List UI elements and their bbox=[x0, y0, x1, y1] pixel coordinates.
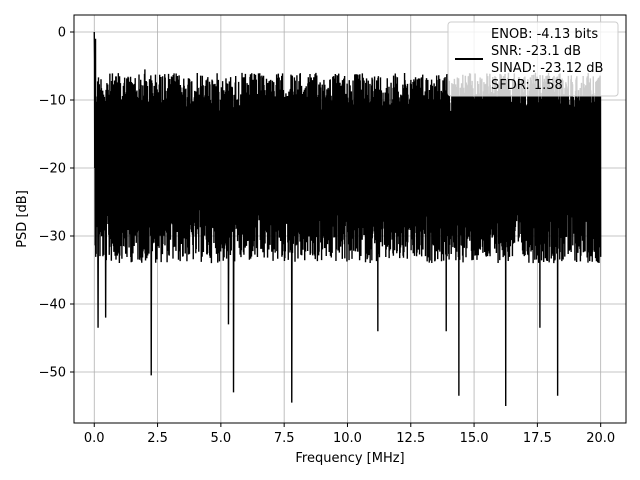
legend-entry-sfdr: SFDR: 1.58 bbox=[491, 78, 563, 93]
y-tick-label: −50 bbox=[39, 366, 66, 381]
x-tick-label: 12.5 bbox=[396, 431, 425, 446]
axes-frame bbox=[73, 14, 627, 424]
x-tick-label: 15.0 bbox=[460, 431, 489, 446]
plot-area bbox=[93, 31, 602, 407]
y-axis-ticks: 0 −10 −20 −30 −40 −50 bbox=[39, 26, 74, 381]
x-tick-label: 2.5 bbox=[147, 431, 168, 446]
x-tick-label: 7.5 bbox=[274, 431, 295, 446]
x-axis-ticks: 0.0 2.5 5.0 7.5 10.0 12.5 15.0 17.5 20.0 bbox=[84, 423, 615, 446]
y-tick-label: −30 bbox=[39, 230, 66, 245]
x-tick-label: 10.0 bbox=[333, 431, 362, 446]
legend: ENOB: -4.13 bits SNR: -23.1 dB SINAD: -2… bbox=[447, 21, 619, 97]
x-tick-label: 0.0 bbox=[84, 431, 105, 446]
y-tick-label: −40 bbox=[39, 298, 66, 313]
y-tick-label: 0 bbox=[58, 26, 66, 41]
y-tick-label: −10 bbox=[39, 94, 66, 109]
legend-frame bbox=[447, 21, 619, 97]
y-axis-label: PSD [dB] bbox=[15, 190, 30, 248]
x-tick-label: 5.0 bbox=[211, 431, 232, 446]
y-tick-label: −20 bbox=[39, 162, 66, 177]
legend-entry-enob: ENOB: -4.13 bits bbox=[491, 27, 598, 42]
x-tick-label: 20.0 bbox=[586, 431, 615, 446]
legend-entry-snr: SNR: -23.1 dB bbox=[491, 44, 581, 59]
psd-series-line bbox=[93, 31, 602, 407]
legend-entry-sinad: SINAD: -23.12 dB bbox=[491, 61, 603, 76]
x-axis-label: Frequency [MHz] bbox=[295, 451, 404, 466]
x-tick-label: 17.5 bbox=[523, 431, 552, 446]
